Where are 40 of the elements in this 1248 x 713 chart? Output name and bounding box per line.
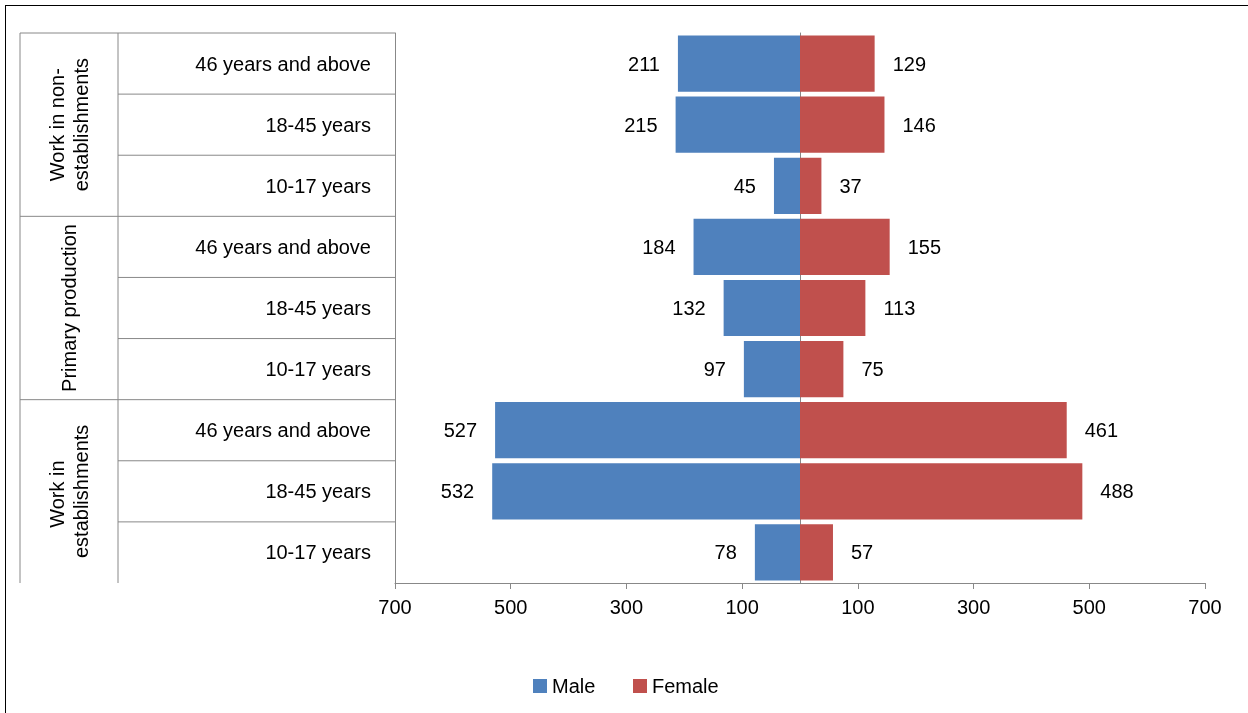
data-label: 211 [628, 52, 660, 75]
data-label: 45 [733, 174, 756, 197]
x-tick-label: 100 [725, 596, 759, 618]
data-label: 488 [1100, 480, 1134, 503]
x-tick-label: 500 [494, 596, 528, 618]
text: Work in non-establishments [46, 57, 92, 192]
y-tick-label: 10-17 years [265, 174, 371, 197]
data-label: 132 [672, 297, 706, 319]
data-label: 532 [440, 480, 475, 503]
legend-label: Male [552, 675, 596, 697]
data-label: 155 [907, 235, 942, 258]
x-tick-label: 500 [1072, 596, 1106, 618]
y-tick-label: 46 years and above [195, 52, 371, 75]
text: Primary production [58, 224, 80, 392]
y-tick-label: 46 years and above [195, 419, 371, 442]
data-label: 37 [839, 174, 862, 197]
data-label: 129 [892, 52, 927, 75]
data-label: 75 [861, 358, 884, 381]
y-tick-label: 18-45 years [265, 480, 371, 503]
data-label: 97 [703, 358, 726, 381]
y-tick-label: 10-17 years [265, 541, 371, 564]
y-tick-label: 46 years and above [195, 235, 371, 258]
x-tick-label: 300 [956, 596, 991, 618]
legend-label: Female [652, 675, 719, 697]
x-tick-label: 100 [841, 596, 875, 618]
y-tick-label: 10-17 years [265, 358, 371, 381]
x-tick-label: 700 [378, 596, 412, 618]
x-tick-label: 700 [1188, 596, 1222, 618]
data-label: 146 [902, 113, 936, 136]
x-tick-label: 300 [609, 596, 644, 618]
data-label: 184 [642, 235, 676, 258]
y-tick-label: 18-45 years [265, 113, 371, 136]
data-label: 113 [883, 297, 916, 319]
data-label: 57 [850, 541, 874, 564]
data-label: 215 [624, 113, 658, 136]
data-label: 78 [714, 541, 737, 564]
data-label: 461 [1084, 419, 1119, 442]
text: Work in establishments [46, 424, 92, 559]
data-label: 527 [443, 419, 478, 442]
y-tick-label: 18-45 years [265, 297, 371, 319]
